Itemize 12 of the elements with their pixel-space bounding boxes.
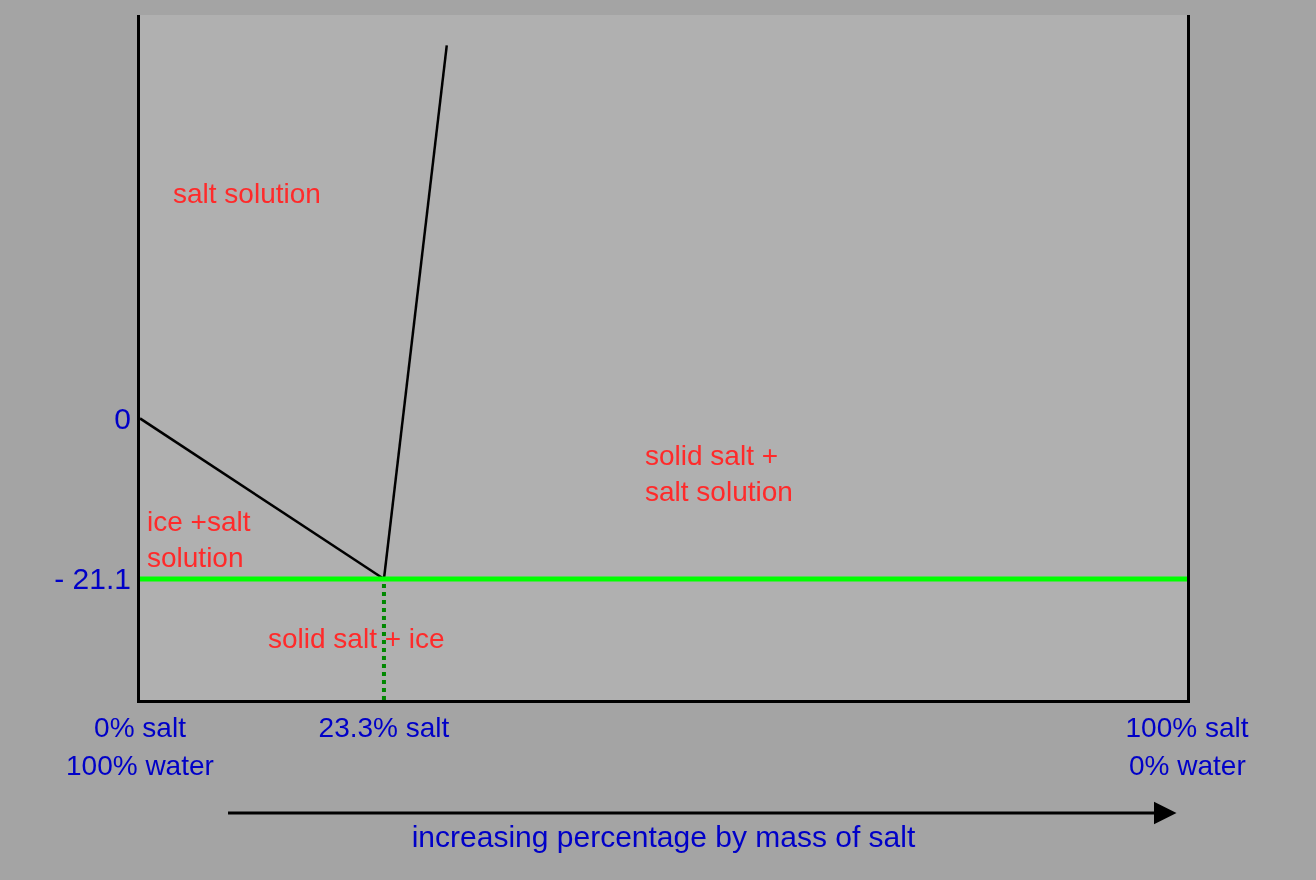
x-tick-label: 0% salt — [94, 711, 187, 743]
annotation: solid salt + ice — [268, 623, 445, 654]
annotation: ice +salt solution — [147, 506, 251, 574]
annotation: solid salt + salt solution — [645, 440, 793, 508]
annotation: salt solution — [173, 178, 321, 209]
x-tick-label: 100% salt — [1125, 711, 1249, 743]
text: 0% water — [1129, 750, 1246, 781]
y-tick-label: 0 — [114, 401, 131, 435]
text: 100% water — [66, 750, 214, 781]
x-tick-label: 23.3% salt — [318, 711, 450, 743]
x-axis-title: increasing percentage by mass of salt — [411, 820, 916, 854]
y-tick-label: - 21.1 — [54, 562, 131, 596]
